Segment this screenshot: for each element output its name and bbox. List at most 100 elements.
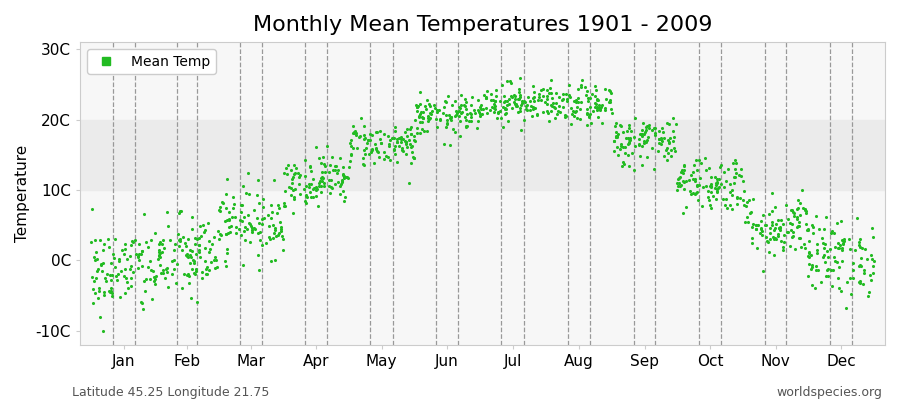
Point	[335, 177, 349, 183]
Point	[857, 270, 871, 276]
Point	[508, 101, 523, 108]
Point	[255, 242, 269, 248]
Point	[184, 226, 199, 232]
Point	[87, 289, 102, 296]
Point	[257, 214, 272, 221]
Point	[400, 126, 414, 133]
Point	[167, 247, 182, 253]
Point	[268, 233, 283, 240]
Point	[306, 176, 320, 182]
Point	[529, 112, 544, 118]
Point	[842, 236, 856, 243]
Point	[483, 107, 498, 113]
Point	[221, 216, 236, 223]
Point	[433, 116, 447, 122]
Point	[609, 134, 624, 140]
Point	[407, 155, 421, 162]
Point	[188, 235, 202, 242]
Point	[487, 108, 501, 115]
Point	[265, 215, 279, 221]
Point	[761, 249, 776, 255]
Point	[762, 230, 777, 236]
Point	[422, 115, 436, 121]
Point	[449, 108, 464, 114]
Point	[504, 94, 518, 100]
Point	[536, 109, 550, 116]
Point	[267, 225, 282, 231]
Point	[425, 108, 439, 114]
Point	[580, 110, 594, 117]
Point	[846, 260, 860, 266]
Point	[851, 262, 866, 269]
Point	[260, 212, 274, 218]
Point	[809, 263, 824, 270]
Point	[581, 95, 596, 102]
Point	[676, 178, 690, 184]
Point	[578, 84, 592, 90]
Point	[252, 200, 266, 206]
Point	[95, 328, 110, 334]
Point	[184, 266, 199, 272]
Point	[582, 111, 597, 118]
Point	[370, 148, 384, 154]
Point	[428, 105, 442, 112]
Point	[793, 235, 807, 242]
Point	[194, 268, 209, 275]
Point	[103, 244, 117, 251]
Point	[333, 183, 347, 190]
Point	[865, 224, 879, 231]
Point	[382, 142, 396, 149]
Point	[866, 270, 880, 276]
Point	[194, 233, 208, 240]
Point	[96, 241, 111, 247]
Point	[453, 104, 467, 111]
Point	[206, 257, 220, 263]
Point	[415, 119, 429, 126]
Point	[749, 222, 763, 228]
Point	[363, 136, 377, 143]
Point	[705, 183, 719, 189]
Point	[538, 99, 553, 105]
Point	[160, 265, 175, 271]
Point	[340, 174, 355, 180]
Point	[499, 106, 513, 112]
Point	[594, 104, 608, 110]
Point	[123, 242, 138, 248]
Point	[562, 82, 577, 88]
Point	[620, 140, 634, 147]
Point	[292, 172, 307, 178]
Point	[703, 183, 717, 189]
Point	[853, 280, 868, 286]
Point	[762, 211, 777, 217]
Point	[712, 184, 726, 190]
Point	[134, 251, 148, 258]
Point	[416, 109, 430, 115]
Point	[99, 278, 113, 284]
Point	[618, 144, 633, 150]
Point	[615, 163, 629, 170]
Point	[785, 234, 799, 240]
Point	[740, 198, 754, 205]
Point	[245, 225, 259, 231]
Point	[864, 252, 878, 258]
Point	[286, 171, 301, 177]
Point	[648, 125, 662, 131]
Point	[268, 257, 283, 264]
Point	[262, 236, 276, 242]
Point	[476, 106, 491, 112]
Point	[624, 128, 638, 134]
Point	[87, 237, 102, 243]
Point	[852, 236, 867, 242]
Point	[866, 263, 880, 269]
Point	[458, 113, 473, 120]
Point	[755, 228, 770, 234]
Point	[190, 236, 204, 242]
Point	[831, 245, 845, 251]
Point	[318, 163, 332, 169]
Point	[765, 208, 779, 214]
Point	[459, 106, 473, 112]
Point	[719, 195, 733, 202]
Point	[795, 187, 809, 193]
Point	[802, 250, 816, 256]
Point	[286, 174, 301, 180]
